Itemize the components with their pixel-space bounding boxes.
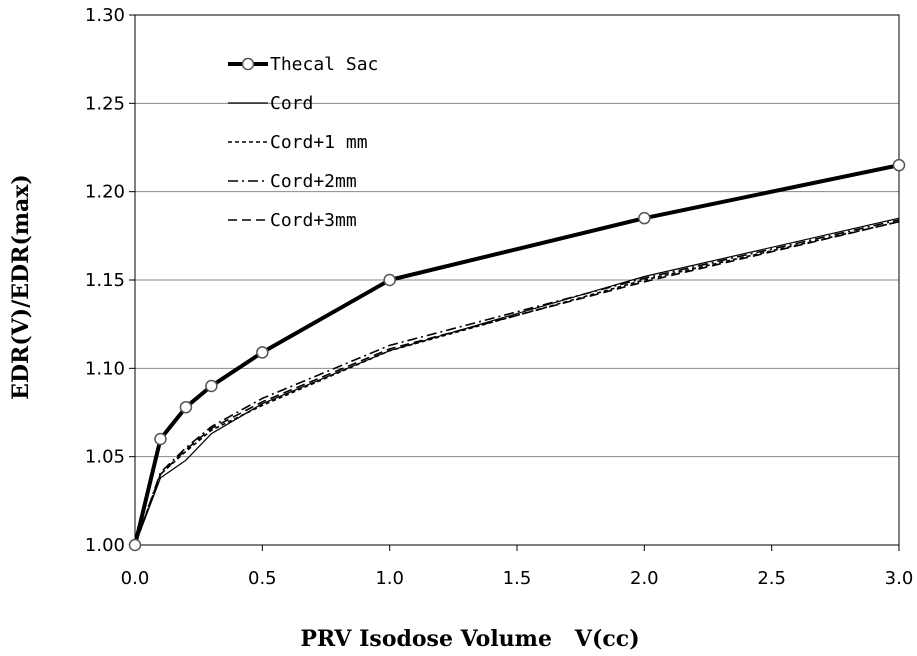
y-tick-label: 1.10	[85, 358, 125, 379]
data-point-thecal-sac	[128, 538, 142, 552]
legend-label-cord-1-mm: Cord+1 mm	[270, 132, 368, 153]
data-point-thecal-sac	[638, 211, 651, 225]
data-point-thecal-sac	[179, 400, 193, 414]
y-tick-label: 1.05	[85, 447, 125, 468]
x-tick-label: 3.0	[885, 568, 914, 589]
legend: Thecal Sac Cord Cord+1 mm Cord+2mm Cord+3mm	[228, 54, 378, 231]
y-tick-label: 1.15	[85, 270, 125, 291]
data-point-thecal-sac	[154, 432, 167, 446]
x-tick-label: 0.0	[121, 568, 150, 589]
plot-area-frame	[134, 14, 900, 546]
data-point-thecal-sac	[383, 273, 396, 287]
series-line-thecal-sac	[133, 163, 900, 546]
series-line-cord-1-mm	[134, 220, 900, 546]
y-tick-label: 1.00	[85, 535, 125, 556]
y-axis-tick-labels: 1.00 1.05 1.10 1.15 1.20 1.25 1.30	[85, 5, 125, 556]
legend-label-cord-3mm: Cord+3mm	[270, 210, 357, 231]
x-tick-label: 1.0	[375, 568, 404, 589]
data-point-thecal-sac	[256, 346, 269, 359]
data-point-thecal-sac	[892, 158, 906, 172]
x-axis-tick-labels: 0.0 0.5 1.0 1.5 2.0 2.5 3.0	[121, 568, 914, 589]
series-line-cord-3mm	[134, 220, 900, 546]
x-tick-label: 2.0	[630, 568, 659, 589]
x-axis-title: PRV Isodose Volume V(cc)	[300, 626, 639, 652]
x-tick-label: 1.5	[503, 568, 532, 589]
data-point-thecal-sac	[205, 379, 218, 393]
gridlines	[129, 14, 900, 551]
y-axis-title: EDR(V)/EDR(max)	[8, 174, 34, 400]
series-line-cord-2mm	[134, 219, 900, 546]
legend-label-cord: Cord	[270, 93, 313, 114]
y-tick-label: 1.30	[85, 5, 125, 26]
series-lines	[128, 158, 906, 552]
x-tick-label: 0.5	[248, 568, 277, 589]
legend-label-thecal-sac: Thecal Sac	[270, 54, 378, 75]
x-tick-label: 2.5	[757, 568, 786, 589]
legend-marker-thecal-sac	[241, 57, 255, 71]
legend-label-cord-2mm: Cord+2mm	[270, 171, 357, 192]
series-line-cord	[134, 217, 900, 546]
y-tick-label: 1.25	[85, 93, 125, 114]
y-tick-label: 1.20	[85, 182, 125, 203]
